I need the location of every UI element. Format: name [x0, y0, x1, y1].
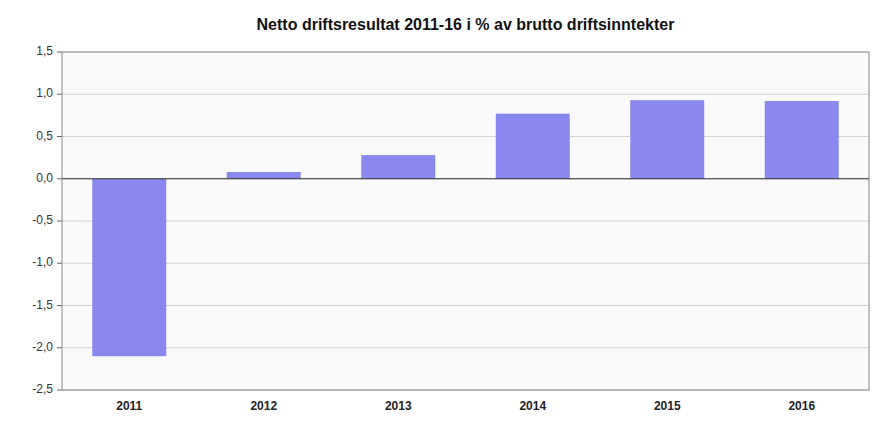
zero-line: [62, 178, 869, 179]
category-label: 2016: [788, 399, 815, 413]
plot-background: [62, 52, 869, 390]
bar: [361, 155, 435, 179]
tick-label: -1,5: [32, 298, 53, 312]
category-label: 2015: [654, 399, 681, 413]
tick-mark: [57, 136, 62, 137]
bar: [630, 100, 704, 179]
tick-mark: [57, 178, 62, 179]
chart-container: -2,5 -2,0 -1,5 -1,0 -0,5 0,0 0,5 1,0 1,5 2011 2012…: [0, 0, 893, 430]
tick-label: -0,5: [32, 213, 53, 227]
grid-line: [62, 221, 869, 222]
tick-label: -2,0: [32, 340, 53, 354]
grid-line: [62, 305, 869, 306]
tick-mark: [57, 94, 62, 95]
category-label: 2014: [519, 399, 546, 413]
tick-label: -2,5: [32, 382, 53, 396]
grid-line: [62, 263, 869, 264]
bars: [92, 100, 838, 356]
tick-mark: [57, 221, 62, 222]
category-label: 2011: [116, 399, 142, 413]
bar: [765, 101, 839, 179]
tick-mark: [57, 347, 62, 348]
grid-line: [62, 136, 869, 137]
bar: [227, 172, 301, 179]
grid: [62, 52, 869, 390]
grid-line: [62, 347, 869, 348]
chart: -2,5 -2,0 -1,5 -1,0 -0,5 0,0 0,5 1,0 1,5 2011 2012…: [0, 0, 893, 430]
grid-line: [62, 178, 869, 179]
tick-label: 1,5: [36, 44, 53, 58]
tick-label: 0,0: [36, 171, 53, 185]
category-label: 2012: [250, 399, 277, 413]
bar: [496, 114, 570, 179]
tick-mark: [57, 263, 62, 264]
grid-line: [62, 94, 869, 95]
category-label: 2013: [385, 399, 412, 413]
tick-label: -1,0: [32, 255, 53, 269]
tick-mark: [57, 305, 62, 306]
title: Netto driftsresultat 2011-16 i % av brut…: [257, 16, 675, 33]
tick-label: 0,5: [36, 129, 53, 143]
x-axis: 2011 2012 2013 2014 2015 2016: [116, 399, 815, 413]
tick-label: 1,0: [36, 86, 53, 100]
tick-mark: [57, 390, 62, 391]
bar: [92, 179, 166, 356]
tick-mark: [57, 52, 62, 53]
plot-frame: [62, 52, 869, 390]
y-axis: -2,5 -2,0 -1,5 -1,0 -0,5 0,0 0,5 1,0 1,5: [32, 44, 62, 396]
